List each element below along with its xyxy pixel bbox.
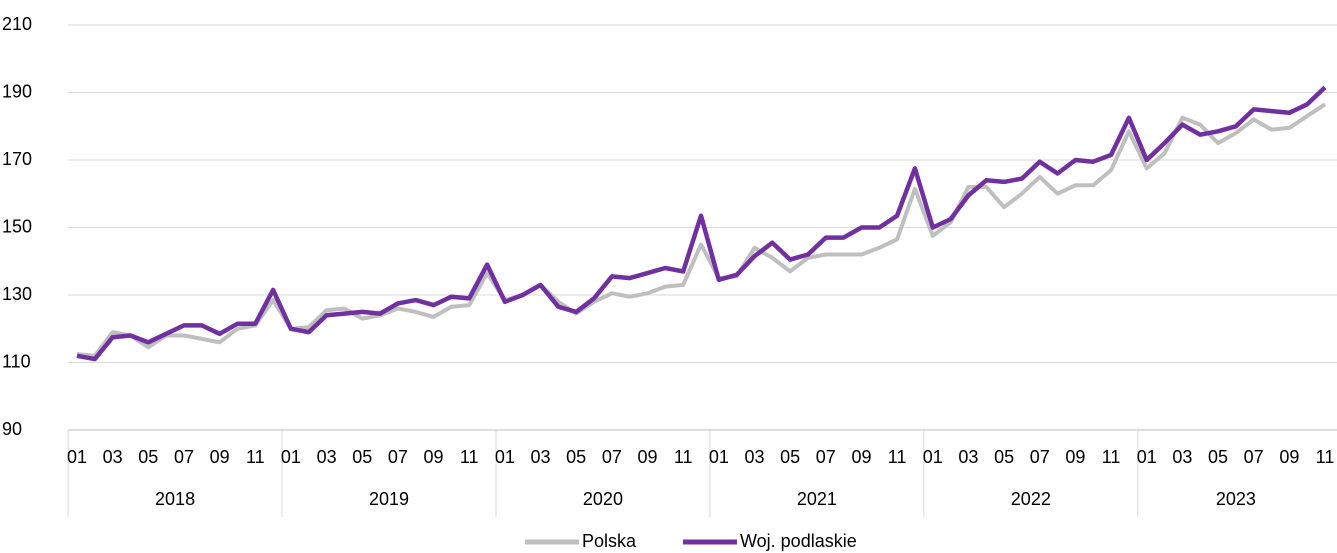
x-tick-label: 03 bbox=[1172, 447, 1192, 467]
x-tick-label: 09 bbox=[210, 447, 230, 467]
y-tick-label: 190 bbox=[2, 81, 32, 101]
x-tick-label: 11 bbox=[888, 447, 907, 467]
x-tick-label: 11 bbox=[1316, 447, 1335, 467]
x-tick-label: 07 bbox=[1030, 447, 1050, 467]
legend-label: Polska bbox=[582, 531, 637, 551]
x-tick-label: 11 bbox=[460, 447, 479, 467]
x-group-label: 2019 bbox=[369, 489, 409, 509]
x-group-label: 2022 bbox=[1011, 489, 1051, 509]
x-tick-label: 03 bbox=[317, 447, 337, 467]
x-tick-label: 05 bbox=[780, 447, 800, 467]
x-tick-label: 09 bbox=[637, 447, 657, 467]
y-tick-label: 210 bbox=[2, 14, 32, 34]
x-tick-label: 03 bbox=[103, 447, 123, 467]
x-tick-label: 09 bbox=[1065, 447, 1085, 467]
y-tick-label: 130 bbox=[2, 284, 32, 304]
x-tick-label: 11 bbox=[1102, 447, 1121, 467]
x-tick-label: 03 bbox=[744, 447, 764, 467]
x-tick-label: 01 bbox=[495, 447, 515, 467]
x-tick-label: 01 bbox=[923, 447, 943, 467]
x-tick-label: 05 bbox=[352, 447, 372, 467]
x-group-label: 2020 bbox=[583, 489, 623, 509]
x-tick-label: 07 bbox=[388, 447, 408, 467]
y-tick-label: 150 bbox=[2, 216, 32, 236]
series-line bbox=[76, 85, 1327, 362]
x-group-label: 2018 bbox=[155, 489, 195, 509]
x-group-label: 2023 bbox=[1216, 489, 1256, 509]
x-tick-label: 05 bbox=[994, 447, 1014, 467]
x-tick-label: 01 bbox=[709, 447, 729, 467]
y-tick-label: 90 bbox=[2, 419, 22, 439]
x-tick-label: 01 bbox=[281, 447, 301, 467]
x-tick-label: 11 bbox=[246, 447, 265, 467]
x-tick-label: 03 bbox=[531, 447, 551, 467]
y-tick-label: 170 bbox=[2, 149, 32, 169]
x-tick-label: 07 bbox=[174, 447, 194, 467]
x-tick-label: 07 bbox=[602, 447, 622, 467]
x-group-label: 2021 bbox=[797, 489, 837, 509]
x-tick-label: 01 bbox=[1137, 447, 1157, 467]
x-tick-label: 09 bbox=[851, 447, 871, 467]
x-tick-label: 03 bbox=[958, 447, 978, 467]
x-tick-label: 07 bbox=[1244, 447, 1264, 467]
legend-label: Woj. podlaskie bbox=[740, 531, 857, 551]
x-tick-label: 09 bbox=[424, 447, 444, 467]
x-tick-label: 05 bbox=[566, 447, 586, 467]
x-tick-label: 11 bbox=[674, 447, 693, 467]
x-tick-label: 05 bbox=[1208, 447, 1228, 467]
y-tick-label: 110 bbox=[2, 351, 31, 371]
x-tick-label: 01 bbox=[67, 447, 87, 467]
x-tick-label: 07 bbox=[816, 447, 836, 467]
x-tick-label: 09 bbox=[1279, 447, 1299, 467]
x-tick-label: 05 bbox=[138, 447, 158, 467]
